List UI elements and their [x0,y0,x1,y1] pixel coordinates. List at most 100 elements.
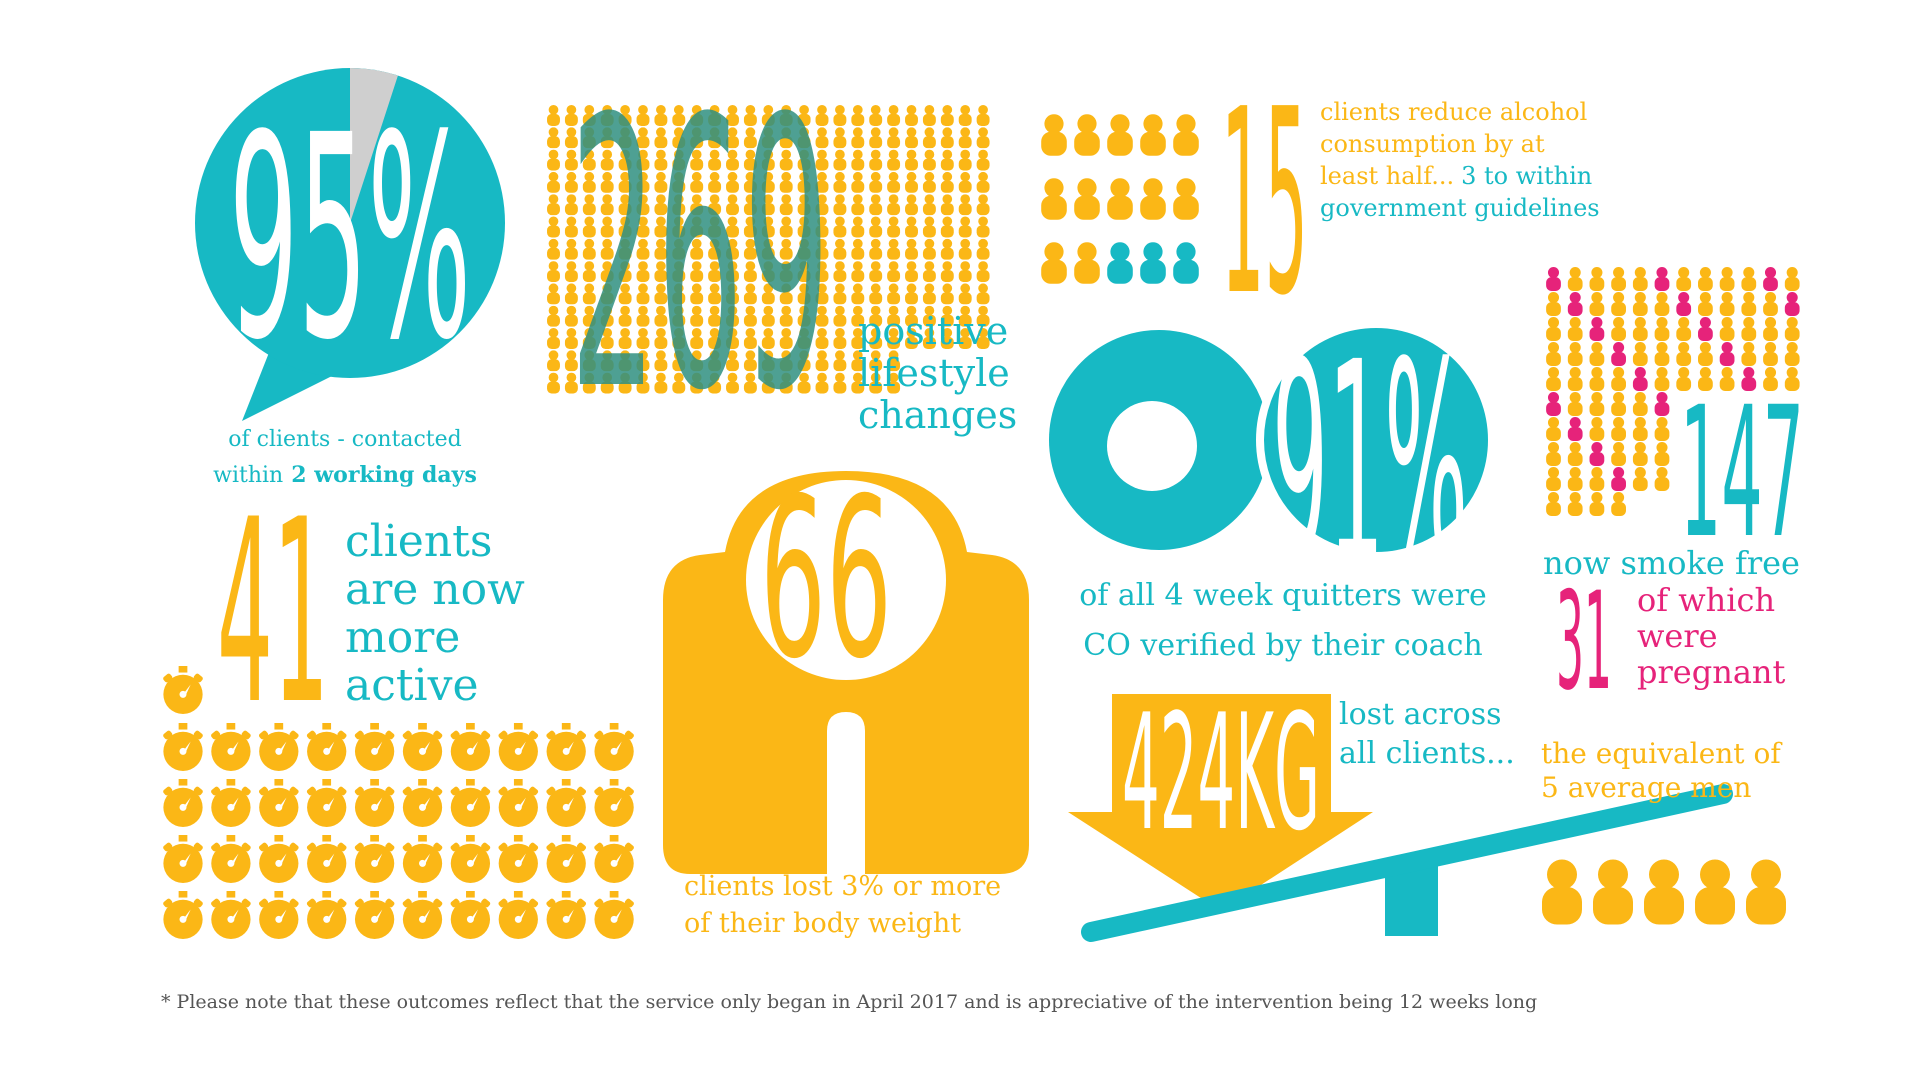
person-icon [1589,442,1605,466]
stopwatch-icon [497,891,540,939]
person-icon [1567,417,1583,441]
active-figure: 41 [217,465,329,760]
contact-caption: within 2 working days [213,462,477,488]
person-icon [976,216,990,238]
person-icon [976,238,990,260]
alcohol-caption: 3 to within [1461,162,1592,190]
person-icon [1173,114,1199,156]
person-icon [851,149,865,171]
person-icon [833,350,847,372]
person-icon [1719,342,1735,366]
person-icon [869,105,883,126]
person-icon [940,105,954,126]
person-icon [1589,367,1605,391]
co-figure: 91% [1272,303,1468,629]
person-icon [976,261,990,283]
person-icon [851,105,865,126]
contact-panel: 95% of clients - contacted within 2 worki… [195,68,505,488]
person-icon [940,238,954,260]
person-icon [547,350,560,372]
stopwatch-icon [545,779,587,827]
person-icon [1546,492,1561,516]
lifestyle-caption: positive [858,309,1008,353]
stopwatch-icon [497,723,540,771]
stopwatch-icon [545,723,587,771]
person-icon [1763,342,1778,366]
stopwatch-icon [305,779,348,827]
person-icon [869,171,883,193]
person-icon [976,283,990,305]
person-icon [922,149,936,171]
person-icon [1784,267,1800,291]
person-icon [1542,859,1582,925]
person-icon [869,261,883,283]
person-icon [851,216,865,238]
person-icon [851,171,865,193]
equivalent-caption: 5 average men [1541,771,1751,804]
person-icon [1719,317,1735,341]
person-icon [905,127,918,149]
lifestyle-caption: lifestyle [858,351,1010,395]
person-icon [1589,317,1605,341]
co-caption: CO verified by their coach [1083,628,1482,663]
stopwatch-icon [449,891,492,939]
active-caption: clients [345,516,492,567]
person-icon [922,105,936,126]
person-icon [1567,292,1583,316]
weight-lost-caption: lost across [1339,697,1502,732]
person-icon [905,194,918,216]
stopwatch-icon [210,891,252,939]
stopwatch-icon [162,779,204,827]
stopwatch-icon [353,779,396,827]
person-icon [547,372,560,394]
stopwatch-icon [258,779,300,827]
person-icon [1589,342,1605,366]
stopwatch-icon [210,779,252,827]
stopwatch-icon [258,891,300,939]
person-icon [905,238,918,260]
person-icon [958,149,972,171]
stopwatch-icon [162,666,204,714]
person-icon [1784,317,1800,341]
person-icon [547,216,560,238]
person-icon [887,105,901,126]
person-icon [547,194,560,216]
person-icon [1611,417,1626,441]
person-icon [1611,492,1626,516]
alcohol-caption: least half... [1320,162,1454,190]
alcohol-figure: 15 [1221,55,1308,352]
person-icon [1546,342,1561,366]
person-icon [1611,467,1626,491]
alcohol-caption: government guidelines [1320,194,1600,222]
person-icon [833,305,847,327]
person-icon [922,283,936,305]
person-icon [547,105,560,126]
person-icon [1719,292,1735,316]
person-icon [905,105,918,126]
person-icon [1632,342,1648,366]
person-icon [940,194,954,216]
person-icon [1611,442,1626,466]
person-icon [1589,492,1605,516]
person-icon [1719,267,1735,291]
person-icon [1173,242,1199,284]
person-icon [1763,292,1778,316]
person-icon [958,105,972,126]
stopwatch-icon [305,891,348,939]
person-icon [833,127,847,149]
person-icon [869,149,883,171]
person-icon [1632,442,1648,466]
person-icon [1567,467,1583,491]
person-icon [958,238,972,260]
person-icon [1074,242,1100,284]
stopwatch-icon [545,891,587,939]
person-icon [1041,114,1067,156]
contact-figure: 95% [229,76,471,402]
person-icon [905,171,918,193]
person-icon [833,105,847,126]
stopwatch-icon [401,891,444,939]
person-icon [905,283,918,305]
person-icon [887,194,901,216]
person-icon [1763,267,1778,291]
person-icon [905,149,918,171]
